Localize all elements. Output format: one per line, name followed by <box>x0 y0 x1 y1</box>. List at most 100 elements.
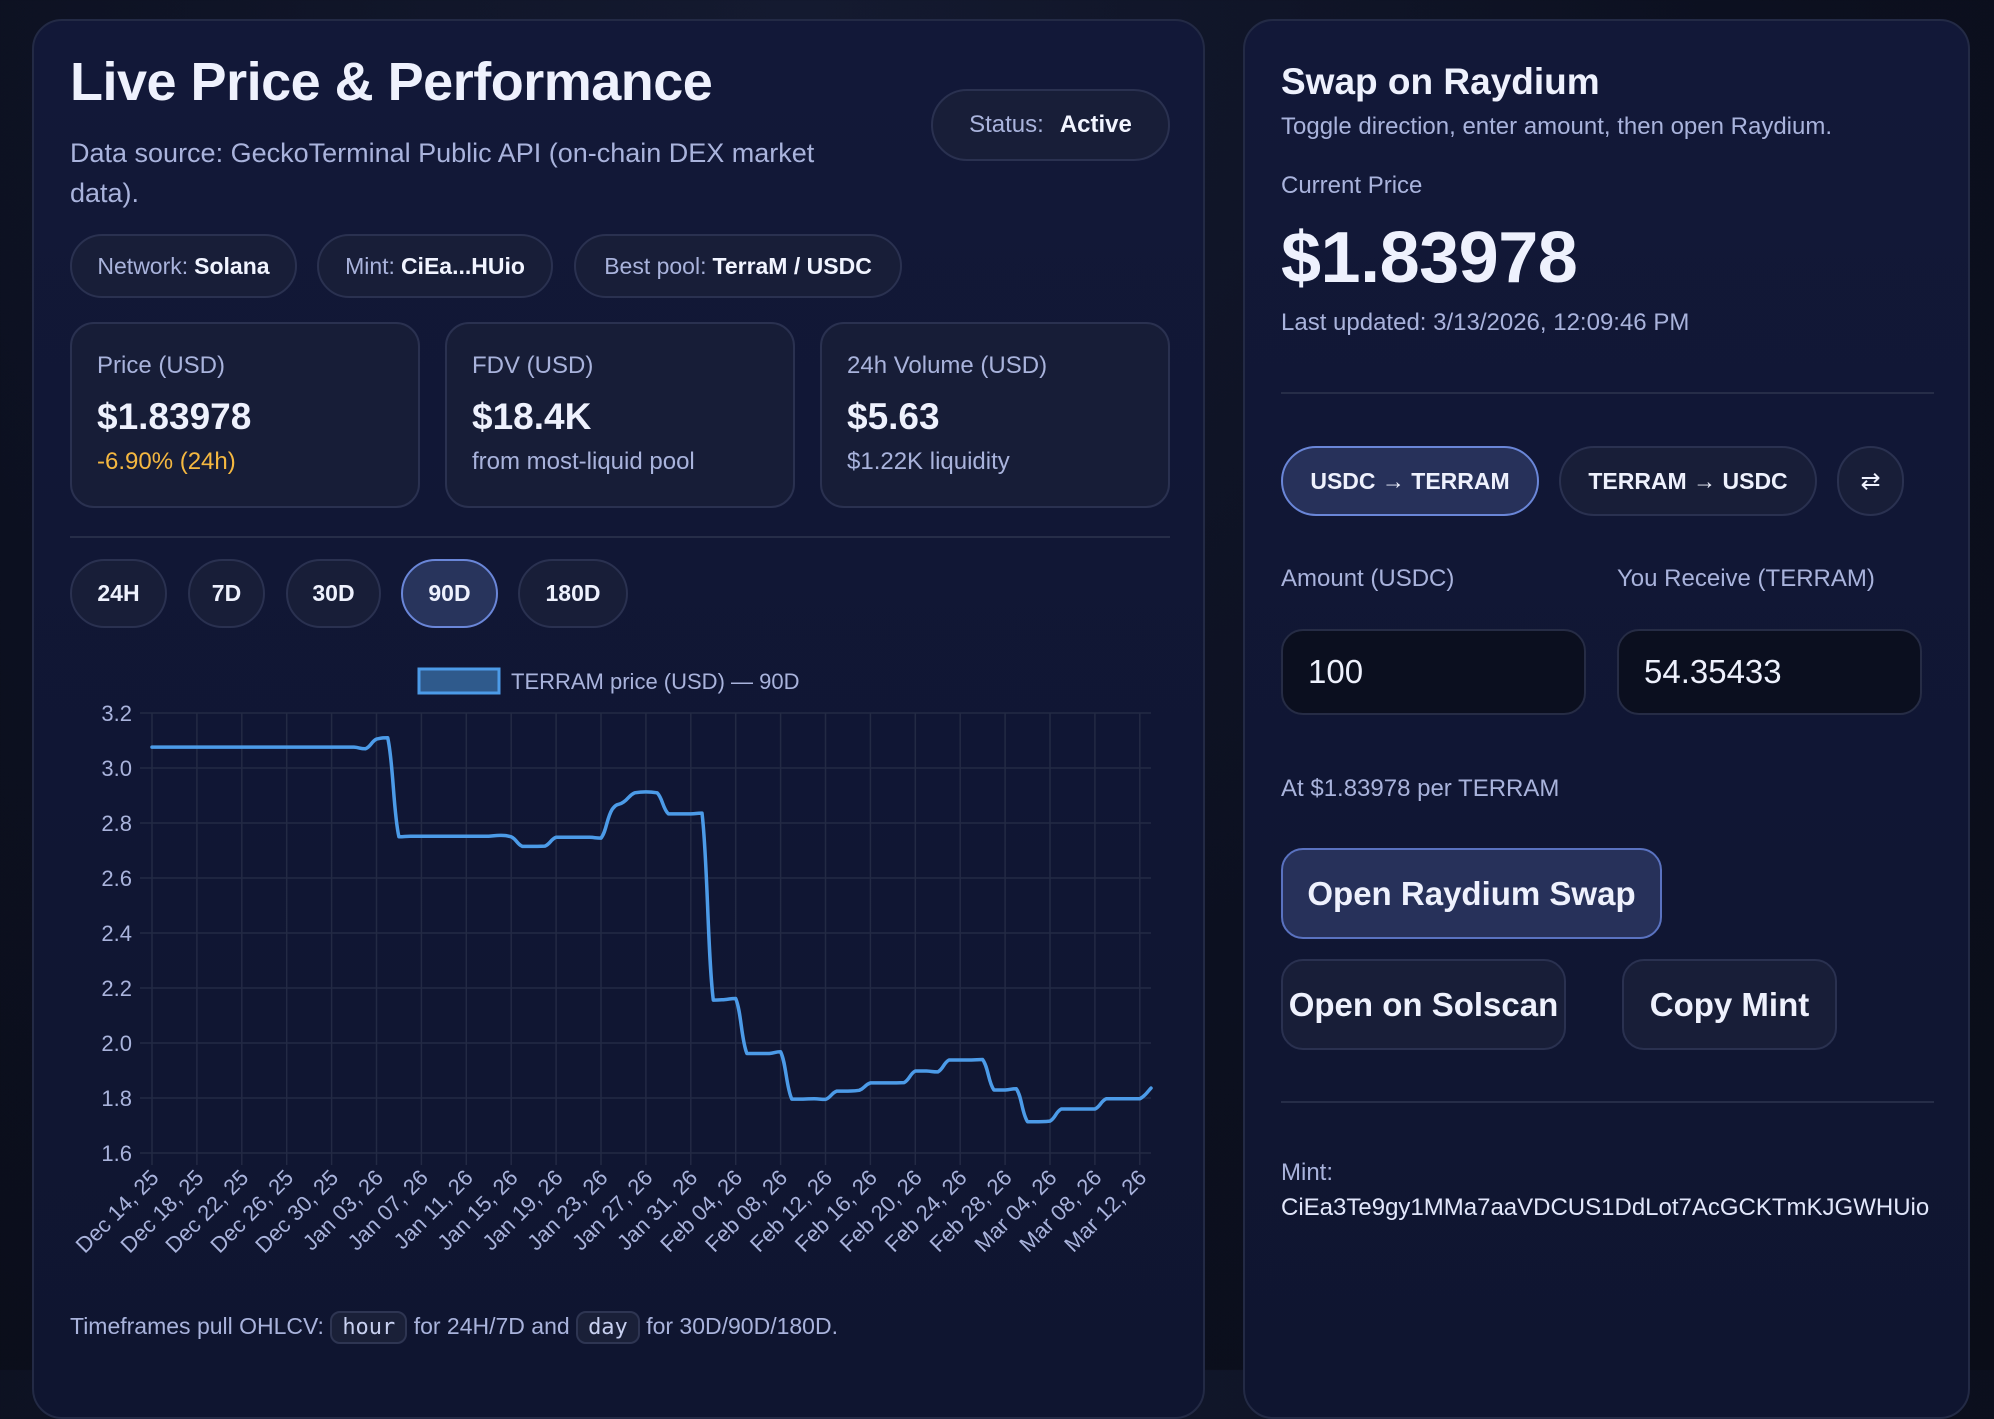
price-point <box>1069 1106 1075 1112</box>
mint-chip: Mint: CiEa...HUio <box>317 234 553 298</box>
chip-value: TerraM / USDC <box>712 252 872 279</box>
price-point <box>295 744 301 750</box>
price-point <box>665 811 671 817</box>
price-point <box>609 806 615 812</box>
card-value: $1.83978 <box>97 396 252 437</box>
price-point <box>407 833 413 839</box>
price-point <box>778 1049 784 1055</box>
y-tick-label: 3.0 <box>101 756 132 781</box>
fdv-card: FDV (USD) $18.4K from most-liquid pool <box>445 322 795 508</box>
chart-legend[interactable]: TERRAM price (USD) — 90D <box>417 667 799 695</box>
price-point <box>1092 1106 1098 1112</box>
swap-title: Swap on Raydium <box>1281 61 1600 102</box>
price-point <box>823 1096 829 1102</box>
chip-label: Network: <box>97 252 189 279</box>
price-point <box>1114 1096 1120 1102</box>
price-point <box>1148 1085 1154 1091</box>
direction-usdc-to-terram[interactable]: USDC → TERRAM <box>1281 446 1539 516</box>
price-point <box>317 744 323 750</box>
card-label: FDV (USD) <box>472 352 594 379</box>
card-sub: from most-liquid pool <box>472 448 695 475</box>
price-point <box>957 1057 963 1063</box>
price-point <box>620 799 626 805</box>
price-point <box>800 1096 806 1102</box>
direction-terram-to-usdc[interactable]: TERRAM → USDC <box>1559 446 1817 516</box>
amount-label: Amount (USDC) <box>1281 565 1455 592</box>
price-point <box>1036 1119 1042 1125</box>
price-point <box>1081 1106 1087 1112</box>
price-point <box>879 1080 885 1086</box>
price-point <box>452 833 458 839</box>
price-point <box>149 744 155 750</box>
card-value: $18.4K <box>472 396 592 437</box>
footnote-text: for 30D/90D/180D. <box>646 1313 838 1339</box>
timeframe-30d[interactable]: 30D <box>286 559 381 628</box>
swap-direction-icon[interactable]: ⇄ <box>1837 446 1904 516</box>
y-tick-label: 2.6 <box>101 866 132 891</box>
status-badge: Status: Active <box>931 89 1170 161</box>
price-point <box>508 834 514 840</box>
price-card: Price (USD) $1.83978 -6.90% (24h) <box>70 322 420 508</box>
price-point <box>531 843 537 849</box>
price-point <box>306 744 312 750</box>
y-tick-label: 2.8 <box>101 811 132 836</box>
price-point <box>564 834 570 840</box>
price-point <box>239 744 245 750</box>
price-point <box>980 1057 986 1063</box>
price-point <box>340 744 346 750</box>
price-point <box>1137 1096 1143 1102</box>
price-point <box>755 1050 761 1056</box>
timeframe-180d[interactable]: 180D <box>518 559 628 628</box>
legend-label: TERRAM price (USD) — 90D <box>511 669 799 694</box>
price-point <box>497 832 503 838</box>
price-point <box>430 833 436 839</box>
price-point <box>632 790 638 796</box>
price-point <box>171 744 177 750</box>
price-point <box>1013 1086 1019 1092</box>
amount-input[interactable]: 100 <box>1281 629 1586 715</box>
open-raydium-swap-button[interactable]: Open Raydium Swap <box>1281 848 1662 939</box>
price-point <box>553 834 559 840</box>
price-point <box>935 1069 941 1075</box>
price-point <box>766 1050 772 1056</box>
price-point <box>699 810 705 816</box>
price-point <box>486 833 492 839</box>
price-point <box>845 1088 851 1094</box>
timeframe-90d[interactable]: 90D <box>401 559 498 628</box>
price-point <box>834 1088 840 1094</box>
timeframe-24h[interactable]: 24H <box>70 559 167 628</box>
price-point <box>1025 1119 1031 1125</box>
chip-value: CiEa...HUio <box>400 252 525 279</box>
chart-grid <box>140 712 1152 1165</box>
price-point <box>587 834 593 840</box>
card-sub: $1.22K liquidity <box>847 448 1010 475</box>
timeframe-7d[interactable]: 7D <box>188 559 265 628</box>
price-point <box>385 735 391 741</box>
price-chart: 3.2 3.0 2.8 2.6 2.4 2.2 2.0 1.8 1.6 Dec 14, 25De… <box>71 667 1154 1258</box>
price-point <box>194 744 200 750</box>
price-point <box>183 744 189 750</box>
price-point <box>688 811 694 817</box>
price-point <box>216 744 222 750</box>
price-point <box>677 811 683 817</box>
price-point <box>811 1096 817 1102</box>
copy-mint-button[interactable]: Copy Mint <box>1622 959 1837 1050</box>
price-point <box>1126 1096 1132 1102</box>
price-point <box>228 744 234 750</box>
price-point <box>924 1068 930 1074</box>
last-updated: Last updated: 3/13/2026, 12:09:46 PM <box>1281 309 1690 336</box>
price-point <box>721 997 727 1003</box>
rate-text: At $1.83978 per TERRAM <box>1281 775 1560 802</box>
volume-card: 24h Volume (USD) $5.63 $1.22K liquidity <box>820 322 1170 508</box>
y-tick-label: 2.4 <box>101 921 132 946</box>
open-solscan-button[interactable]: Open on Solscan <box>1281 959 1566 1050</box>
y-tick-label: 2.2 <box>101 976 132 1001</box>
card-value: $5.63 <box>847 396 940 437</box>
mint-address[interactable]: CiEa3Te9gy1MMa7aaVDCUS1DdLot7AcGCKTmKJGW… <box>1281 1194 1930 1221</box>
data-source-line-2: data). <box>70 178 140 208</box>
receive-label: You Receive (TERRAM) <box>1617 565 1875 592</box>
current-price-label: Current Price <box>1281 172 1423 199</box>
price-point <box>744 1050 750 1056</box>
price-point <box>362 746 368 752</box>
